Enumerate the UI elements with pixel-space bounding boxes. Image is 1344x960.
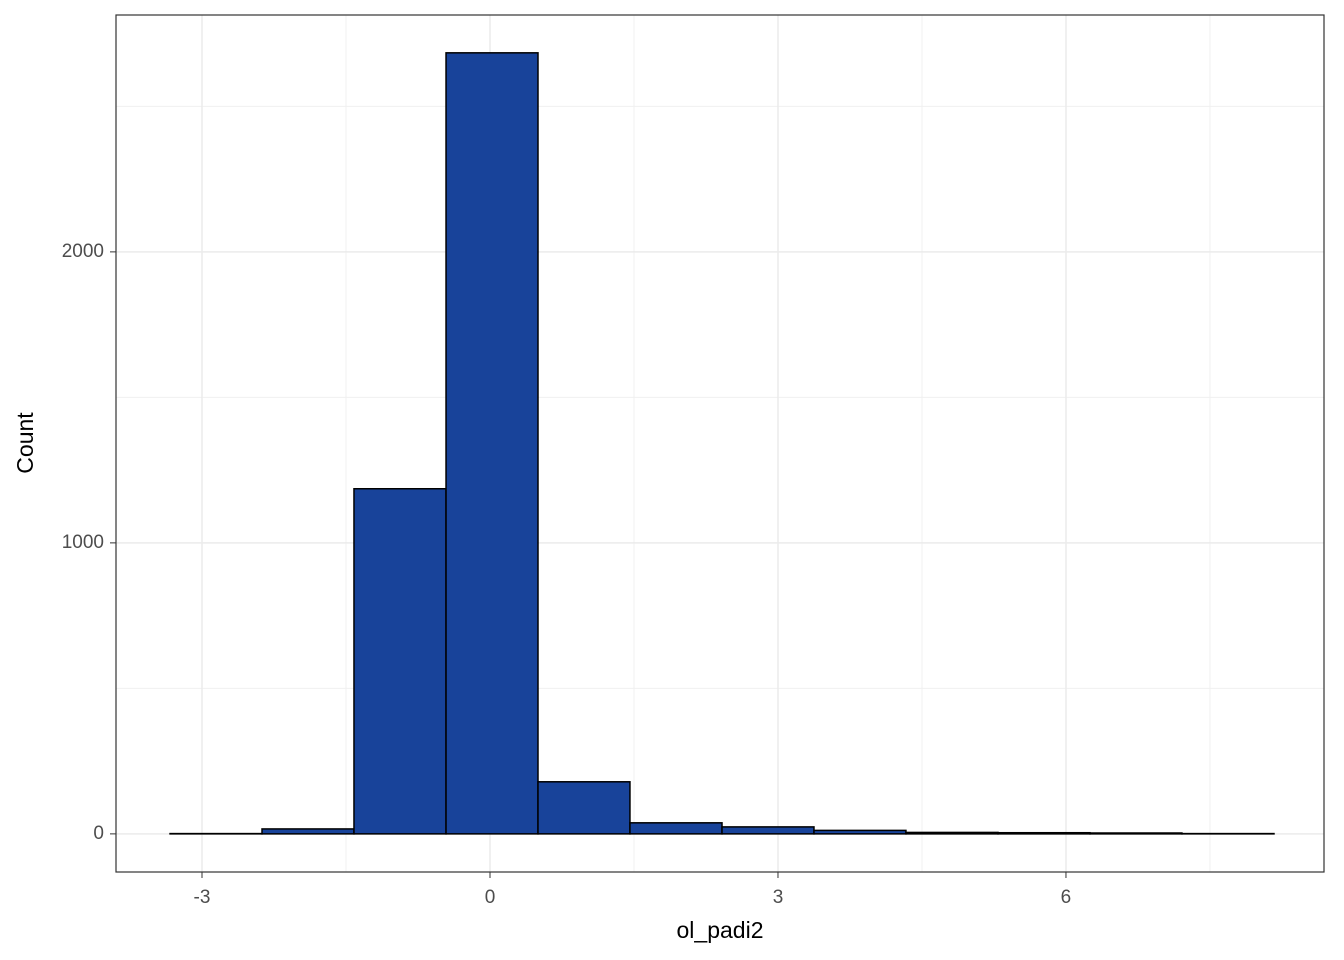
y-axis-title: Count bbox=[12, 412, 38, 474]
bar bbox=[261, 828, 355, 835]
x-tick-label: 6 bbox=[1061, 887, 1072, 908]
plot-border bbox=[115, 14, 1325, 873]
x-tick-label: -3 bbox=[194, 887, 211, 908]
y-tick-label: 2000 bbox=[62, 241, 104, 262]
bar bbox=[537, 781, 631, 835]
bar bbox=[353, 488, 447, 835]
y-tick-label: 1000 bbox=[62, 532, 104, 553]
y-tick-label: 0 bbox=[93, 823, 104, 844]
bar bbox=[1089, 832, 1183, 835]
bar bbox=[997, 831, 1091, 835]
x-tick-label: 0 bbox=[485, 887, 496, 908]
bar bbox=[721, 826, 815, 835]
bar bbox=[813, 829, 907, 835]
x-tick-label: 3 bbox=[773, 887, 784, 908]
bar bbox=[905, 831, 999, 835]
bar bbox=[629, 822, 723, 835]
bar bbox=[445, 52, 539, 835]
x-axis-title: ol_padi2 bbox=[677, 917, 764, 943]
